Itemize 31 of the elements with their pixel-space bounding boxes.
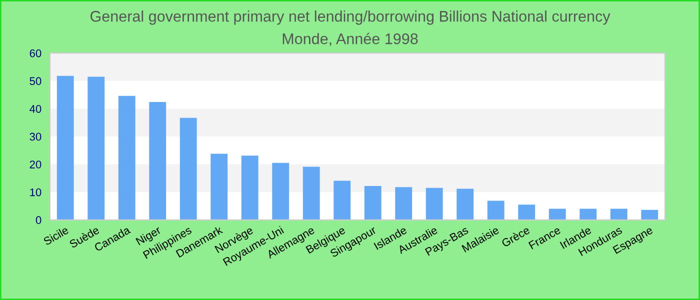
bar xyxy=(272,162,290,220)
chart-title: General government primary net lending/borrowing Billions National currency xyxy=(90,10,610,25)
bar xyxy=(210,154,228,220)
y-tick-label: 10 xyxy=(30,188,42,196)
bar xyxy=(180,118,197,220)
bar xyxy=(487,200,504,220)
y-tick-label: 60 xyxy=(30,49,42,58)
bar xyxy=(426,188,443,220)
bar xyxy=(302,166,320,220)
bar xyxy=(118,96,136,220)
bar xyxy=(610,208,628,220)
bar xyxy=(149,102,166,220)
y-tick-label: 50 xyxy=(30,77,42,86)
bar xyxy=(456,188,474,220)
bar xyxy=(641,210,658,220)
y-tick-label: 30 xyxy=(30,132,42,141)
bar xyxy=(364,186,382,220)
bar xyxy=(88,76,105,220)
x-tick-label: Sicile xyxy=(42,226,70,246)
bar xyxy=(580,208,597,220)
bar xyxy=(334,180,351,220)
y-tick-label: 20 xyxy=(30,160,42,168)
x-tick-label: Grèce xyxy=(500,226,530,248)
bar xyxy=(241,156,258,220)
bar xyxy=(548,208,566,220)
chart-subtitle: Monde, Année 1998 xyxy=(282,32,418,46)
bar xyxy=(518,204,536,220)
bar xyxy=(56,76,74,220)
y-tick-label: 40 xyxy=(30,104,42,113)
y-tick-label: 0 xyxy=(36,216,42,224)
bar xyxy=(395,187,412,220)
